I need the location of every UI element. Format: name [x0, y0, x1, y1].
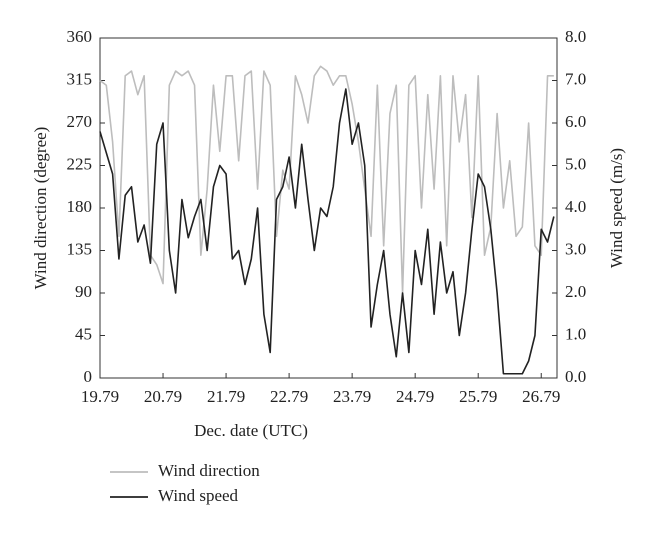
x-tick-label: 19.79 [81, 387, 119, 406]
y-tick-label: 45 [75, 324, 92, 343]
y2-tick-label: 5.0 [565, 154, 586, 173]
y2-axis-label: Wind speed (m/s) [607, 148, 626, 268]
x-tick-label: 21.79 [207, 387, 245, 406]
x-tick-label: 20.79 [144, 387, 182, 406]
y-axis-label: Wind direction (degree) [31, 127, 50, 290]
y-tick-label: 135 [67, 239, 93, 258]
x-tick-label: 24.79 [396, 387, 434, 406]
y2-tick-label: 6.0 [565, 112, 586, 131]
y2-tick-label: 7.0 [565, 69, 586, 88]
y-tick-label: 90 [75, 282, 92, 301]
y2-tick-label: 8.0 [565, 27, 586, 46]
x-tick-label: 26.79 [522, 387, 560, 406]
y-tick-label: 360 [67, 27, 93, 46]
y2-tick-label: 3.0 [565, 239, 586, 258]
series-line [99, 88, 555, 375]
y-tick-label: 0 [84, 367, 93, 386]
y-tick-label: 315 [67, 69, 93, 88]
y-tick-label: 180 [67, 197, 93, 216]
x-tick-label: 23.79 [333, 387, 371, 406]
legend-label: Wind direction [158, 461, 260, 480]
y2-tick-label: 2.0 [565, 282, 586, 301]
y-tick-label: 270 [67, 112, 93, 131]
x-axis-label: Dec. date (UTC) [194, 421, 308, 440]
y2-tick-label: 4.0 [565, 197, 586, 216]
series-line [99, 65, 554, 294]
y2-tick-label: 0.0 [565, 367, 586, 386]
x-tick-label: 25.79 [459, 387, 497, 406]
y2-tick-label: 1.0 [565, 324, 586, 343]
legend-label: Wind speed [158, 486, 239, 505]
x-tick-label: 22.79 [270, 387, 308, 406]
y-tick-label: 225 [67, 154, 93, 173]
